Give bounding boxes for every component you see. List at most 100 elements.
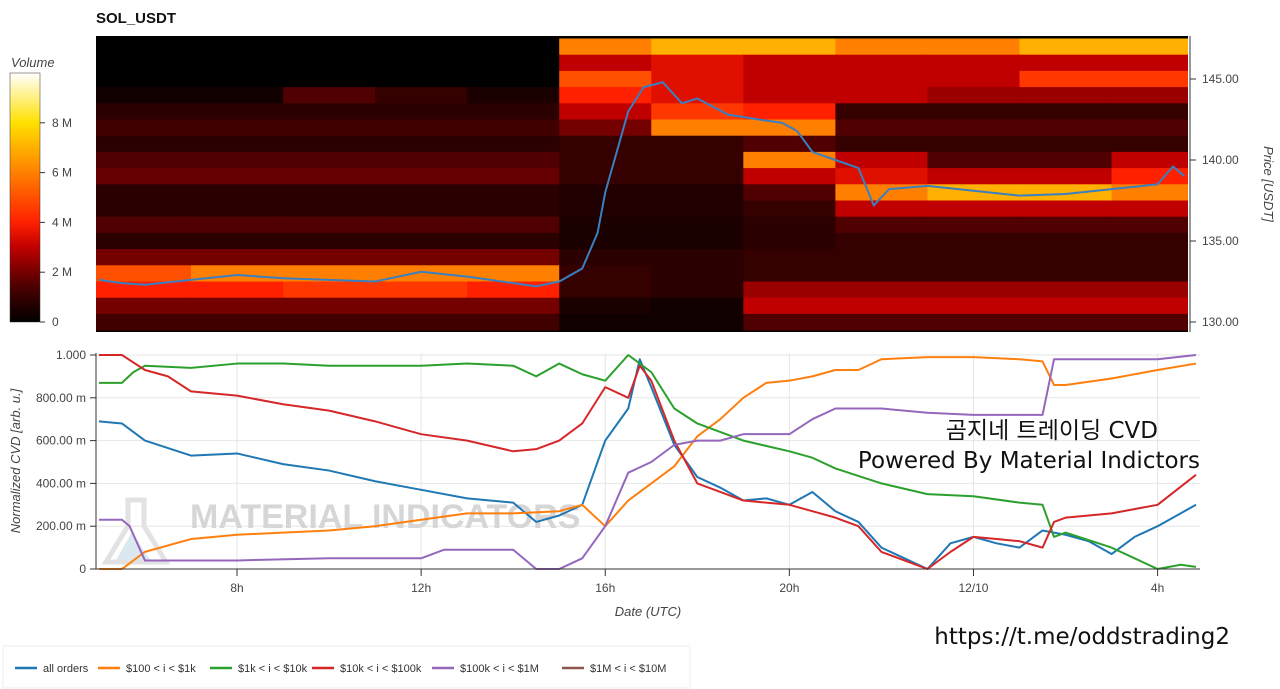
heatmap-cell	[96, 38, 192, 56]
heatmap-cell	[835, 70, 928, 88]
series-line	[98, 354, 1197, 570]
heatmap-cell	[96, 70, 192, 88]
heatmap-cell	[467, 151, 560, 169]
heatmap-cell	[1019, 265, 1113, 282]
heatmap-cell	[96, 249, 192, 266]
heatmap-cell	[283, 70, 376, 88]
heatmap-cell	[743, 168, 836, 185]
heatmap-cell	[1019, 281, 1113, 299]
heatmap-cell	[96, 168, 192, 185]
heatmap-cell	[283, 38, 376, 56]
heatmap-cell	[467, 297, 560, 315]
heatmap-cell	[96, 281, 192, 299]
heatmap-cell	[835, 135, 928, 153]
heatmap-cell	[467, 249, 560, 266]
cvd-x-tick-label: 4h	[1151, 581, 1164, 595]
heatmap-cell	[467, 87, 560, 104]
heatmap-cell	[651, 38, 744, 56]
heatmap-cell	[467, 38, 560, 56]
heatmap-cell	[559, 103, 652, 120]
heatmap-cell	[375, 249, 468, 266]
legend-item[interactable]: $1k < i < $10k	[210, 663, 308, 675]
heatmap-cell	[927, 168, 1021, 185]
heatmap-cell	[1111, 313, 1188, 331]
cvd-x-tick-label: 12h	[411, 581, 431, 595]
heatmap-cell	[467, 119, 560, 137]
heatmap-cell	[651, 249, 744, 266]
legend-label: $10k < i < $100k	[340, 663, 422, 675]
heatmap-cell	[375, 168, 468, 185]
heatmap-cell	[190, 281, 284, 299]
heatmap-cell	[1019, 249, 1113, 266]
heatmap-cell	[651, 297, 744, 315]
cvd-y-tick-label: 800.00 m	[36, 391, 86, 405]
heatmap-cell	[1019, 216, 1113, 234]
heatmap-cell	[96, 119, 192, 137]
heatmap-cell	[743, 232, 836, 250]
heatmap-cell	[835, 297, 928, 315]
heatmap-cell	[743, 87, 836, 104]
heatmap-cell	[743, 200, 836, 218]
heatmap-cell	[1111, 103, 1188, 120]
heatmap-cell	[1019, 313, 1113, 331]
heatmap-cell	[559, 135, 652, 153]
heatmap-cell	[743, 249, 836, 266]
volume-heatmap	[96, 36, 1188, 332]
heatmap-cell	[1019, 103, 1113, 120]
heatmap-cell	[375, 216, 468, 234]
heatmap-cell	[190, 54, 284, 72]
price-axis-label: Price [USDT]	[1261, 146, 1276, 222]
heatmap-cell	[835, 87, 928, 104]
heatmap-cell	[467, 135, 560, 153]
heatmap-cell	[743, 281, 836, 299]
legend-item[interactable]: $1M < i < $10M	[562, 663, 666, 675]
heatmap-cell	[375, 200, 468, 218]
heatmap-cell	[1111, 281, 1188, 299]
heatmap-cell	[283, 151, 376, 169]
heatmap-cell	[927, 232, 1021, 250]
price-tick-label: 140.00	[1202, 153, 1239, 167]
colorbar-tick-label: 6 M	[52, 166, 72, 180]
heatmap-cell	[467, 168, 560, 185]
heatmap-cell	[283, 103, 376, 120]
heatmap-cell	[1111, 265, 1188, 282]
heatmap-cell	[927, 265, 1021, 282]
heatmap-cell	[283, 297, 376, 315]
heatmap-cell	[835, 313, 928, 331]
heatmap-cell	[927, 281, 1021, 299]
heatmap-cell	[283, 313, 376, 331]
legend-item[interactable]: $100k < i < $1M	[432, 663, 539, 675]
heatmap-cell	[1019, 297, 1113, 315]
annotation-title: 곰지네 트레이딩 CVD	[946, 418, 1158, 444]
heatmap-cell	[835, 232, 928, 250]
heatmap-cell	[1111, 184, 1188, 201]
legend-item[interactable]: $100 < i < $1k	[98, 663, 196, 675]
heatmap-cell	[467, 103, 560, 120]
heatmap-cell	[559, 168, 652, 185]
heatmap-cell	[743, 216, 836, 234]
heatmap-cell	[190, 119, 284, 137]
cvd-y-tick-label: 200.00 m	[36, 519, 86, 533]
heatmap-cell	[467, 200, 560, 218]
heatmap-cell	[835, 54, 928, 72]
legend-item[interactable]: all orders	[15, 663, 89, 675]
legend-item[interactable]: $10k < i < $100k	[312, 663, 422, 675]
heatmap-cell	[927, 200, 1021, 218]
colorbar-tick-label: 8 M	[52, 116, 72, 130]
heatmap-cell	[927, 103, 1021, 120]
heatmap-cell	[927, 119, 1021, 137]
heatmap-cell	[467, 54, 560, 72]
series-line	[98, 358, 1197, 570]
heatmap-cell	[835, 119, 928, 137]
heatmap-cell	[467, 216, 560, 234]
heatmap-cell	[190, 184, 284, 201]
legend-label: $1k < i < $10k	[238, 663, 308, 675]
heatmap-cell	[1111, 168, 1188, 185]
heatmap-cell	[283, 119, 376, 137]
heatmap-cell	[559, 38, 652, 56]
heatmap-cell	[927, 70, 1021, 88]
heatmap-cell	[283, 281, 376, 299]
heatmap-cell	[1111, 216, 1188, 234]
heatmap-cell	[96, 216, 192, 234]
